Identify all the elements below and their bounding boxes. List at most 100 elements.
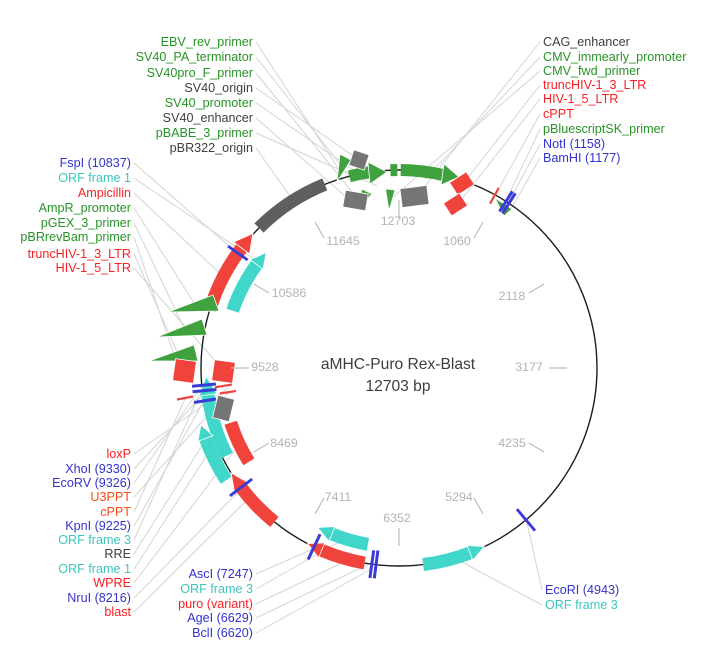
- feature-label: pBRrevBam_primer: [20, 230, 131, 244]
- feature-label: NruI (8216): [67, 591, 131, 605]
- tick-number: 8469: [270, 436, 298, 450]
- leader-line: [255, 537, 347, 590]
- leader-line: [133, 396, 207, 527]
- feature-label: RRE: [104, 547, 131, 561]
- feature-label: KpnI (9225): [65, 519, 131, 533]
- scale-tick: [473, 497, 484, 515]
- leader-line: [255, 548, 314, 575]
- feature-label: NotI (1158): [543, 137, 605, 151]
- leader-line: [133, 451, 210, 570]
- leader-line: [255, 102, 369, 181]
- feature-label: pBluescriptSK_primer: [543, 122, 665, 136]
- leader-line: [133, 398, 186, 513]
- feature-cag-enhancer-block: [399, 184, 430, 209]
- plasmid-title: aMHC-Puro Rex-Blast: [321, 356, 476, 373]
- leader-line: [255, 565, 378, 634]
- restriction-site-asci: [306, 533, 322, 561]
- feature-label: ORF frame 3: [180, 582, 253, 596]
- feature-label: truncHIV-1_3_LTR: [543, 78, 646, 92]
- feature-sv40-promoter-arrowhead: [367, 161, 388, 185]
- feature-orf-frame1-arc-left: [226, 260, 262, 313]
- tick-number: 1060: [443, 234, 471, 248]
- feature-orf-frame3-arrowhead-right: [466, 544, 486, 562]
- scale-tick: [314, 221, 325, 239]
- restriction-site-kpni: [193, 397, 217, 404]
- leader-line: [506, 143, 541, 206]
- feature-label: SV40pro_F_primer: [147, 66, 253, 80]
- restriction-site-xhoi: [191, 382, 217, 388]
- feature-cppt-tick-top: [489, 187, 500, 205]
- tick-number: 10586: [272, 286, 307, 300]
- leader-line: [255, 87, 360, 161]
- feature-puro-arc: [319, 544, 366, 570]
- scale-tick: [528, 283, 545, 294]
- leader-line: [526, 522, 543, 591]
- feature-sv40-promoter: [347, 166, 371, 183]
- leader-line: [133, 389, 200, 484]
- leader-line: [133, 253, 186, 371]
- restriction-site-bcli: [372, 550, 380, 579]
- plasmid-size: 12703 bp: [365, 378, 430, 395]
- feature-hiv-5ltr-block-left: [211, 359, 236, 384]
- tick-number: 4235: [498, 436, 526, 450]
- feature-label: pBABE_3_primer: [156, 126, 253, 140]
- feature-label: AgeI (6629): [187, 611, 253, 625]
- scale-ticks: [231, 200, 567, 546]
- leader-line: [133, 488, 242, 599]
- leader-line: [391, 70, 541, 199]
- restriction-site-ecori: [515, 508, 537, 532]
- feature-label: puro (variant): [178, 597, 253, 611]
- feature-pbr322-origin: [254, 178, 328, 233]
- feature-label: ORF frame 3: [58, 533, 131, 547]
- feature-wpre-arc: [224, 420, 255, 466]
- feature-label: BclI (6620): [192, 626, 253, 640]
- leader-line: [133, 207, 195, 304]
- feature-pgex-3-primer-arrow: [156, 318, 208, 338]
- tick-number: 2118: [499, 289, 526, 303]
- feature-ebv-rev-primer-arrow: [336, 153, 352, 183]
- feature-label: CMV_immearly_promoter: [543, 50, 686, 64]
- feature-hiv-5ltr-block-top: [442, 192, 469, 217]
- feature-label: BamHI (1177): [543, 151, 620, 165]
- leader-line: [133, 383, 205, 541]
- feature-label: AscI (7247): [189, 567, 253, 581]
- feature-pbrrevbam-primer-arrow: [148, 344, 199, 362]
- leader-line: [255, 72, 358, 199]
- leader-line: [255, 557, 353, 605]
- tick-number: 9528: [251, 360, 279, 374]
- leader-line: [133, 442, 241, 584]
- plasmid-backbone-circle: [200, 169, 598, 567]
- feature-cmv-promoter-segment2: [400, 164, 445, 181]
- feature-orf-frame1-arrowhead-left: [249, 251, 267, 270]
- tick-number: 11645: [326, 234, 360, 248]
- leader-line: [255, 562, 372, 619]
- feature-label: pGEX_3_primer: [41, 216, 131, 230]
- feature-label: EcoRV (9326): [52, 476, 131, 490]
- restriction-site-ecorv: [192, 388, 217, 394]
- restriction-site-fspi: [227, 244, 249, 262]
- feature-label: WPRE: [93, 576, 131, 590]
- leader-line: [133, 267, 225, 372]
- feature-label: EcoRI (4943): [545, 583, 619, 597]
- restriction-site-bamhi: [501, 192, 517, 215]
- feature-cppt-tick-left: [176, 395, 194, 401]
- feature-trunchiv-3ltr-block-top: [448, 171, 476, 196]
- feature-label: SV40_origin: [184, 81, 253, 95]
- feature-label: CMV_fwd_primer: [543, 64, 640, 78]
- feature-orf-frame1-arrowhead-lower: [197, 424, 214, 442]
- leader-line: [424, 56, 541, 180]
- feature-label: FspI (10837): [60, 156, 131, 170]
- feature-label: ORF frame 1: [58, 171, 131, 185]
- feature-label: HIV-1_5_LTR: [56, 261, 131, 275]
- tick-number: 3177: [515, 360, 543, 374]
- scale-tick: [528, 442, 545, 453]
- features: [148, 149, 537, 579]
- restriction-site-noti: [498, 190, 514, 213]
- feature-orf-frame3-arc-bottom: [329, 527, 370, 551]
- feature-label: cPPT: [100, 505, 131, 519]
- feature-cmv-promoter-arrowhead: [440, 163, 460, 186]
- tick-number: 7411: [325, 490, 352, 504]
- feature-labels: EBV_rev_primer SV40_PA_terminator SV40pr…: [20, 35, 686, 640]
- leader-line: [494, 113, 541, 197]
